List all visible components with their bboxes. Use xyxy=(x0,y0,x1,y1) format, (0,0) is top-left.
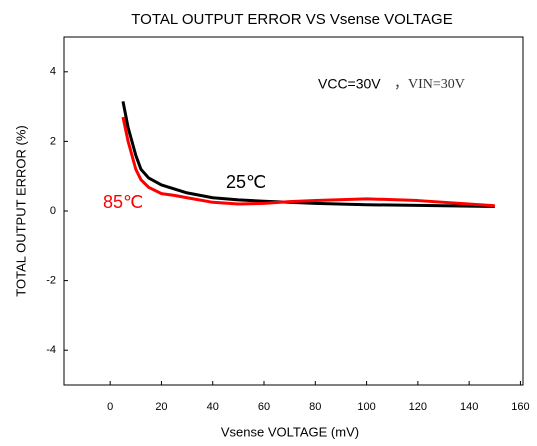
x-axis-label: Vsense VOLTAGE (mV) xyxy=(221,424,359,439)
x-tick-label: 140 xyxy=(460,401,478,413)
x-tick-label: 40 xyxy=(207,401,219,413)
data-line xyxy=(121,116,495,208)
y-tick-label: 2 xyxy=(50,135,56,147)
annotation: 85℃ xyxy=(103,192,143,212)
chart-title: TOTAL OUTPUT ERROR VS Vsense VOLTAGE xyxy=(131,11,452,28)
x-tick-label: 100 xyxy=(357,401,375,413)
x-tick-label: 60 xyxy=(258,401,270,413)
annotation: VCC=30V xyxy=(318,76,381,92)
x-tick-label: 0 xyxy=(107,401,113,413)
y-tick-label: -4 xyxy=(46,344,56,356)
data-line xyxy=(121,101,495,208)
y-tick-label: -2 xyxy=(46,275,56,287)
y-tick-label: 0 xyxy=(50,205,56,217)
x-tick-label: 160 xyxy=(511,401,529,413)
x-tick-label: 80 xyxy=(309,401,321,413)
annotation: 25℃ xyxy=(226,172,266,192)
y-axis-label: TOTAL OUTPUT ERROR (%) xyxy=(13,125,28,296)
y-tick-label: 4 xyxy=(50,66,56,78)
x-tick-label: 120 xyxy=(409,401,427,413)
annotation: ，VIN=30V xyxy=(394,77,465,92)
x-tick-label: 20 xyxy=(155,401,167,413)
